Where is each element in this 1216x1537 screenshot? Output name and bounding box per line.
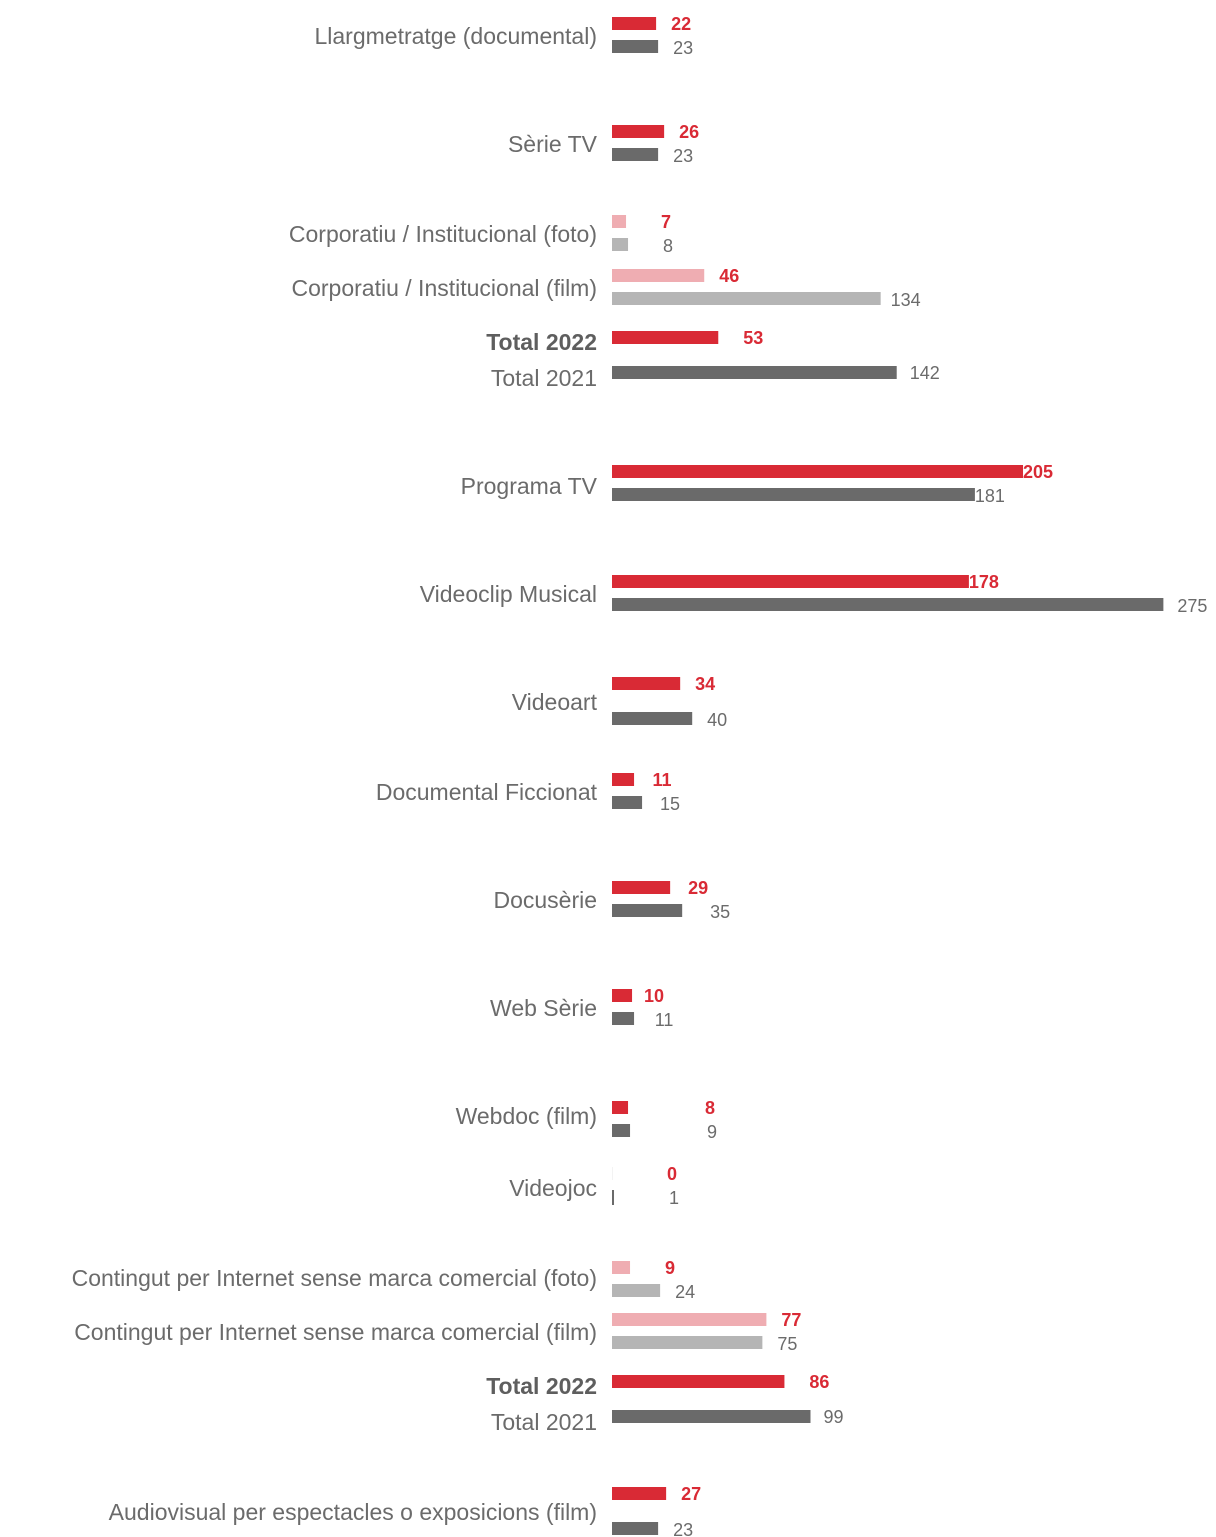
bar-2022-total-2022-16 bbox=[612, 1375, 785, 1388]
value-label-2021-corporatiu-institucional-film-3: 134 bbox=[891, 290, 921, 310]
bar-2021-videoclip-musical-7 bbox=[612, 598, 1164, 611]
value-label-2022-serie-tv-1: 26 bbox=[679, 122, 699, 142]
value-label-2022-corporatiu-institucional-film-3: 46 bbox=[719, 266, 739, 286]
bar-2021-total-2021-17 bbox=[612, 1410, 811, 1423]
value-label-2021-audiovisual-per-espectacles-o-exposicions-film-18: 23 bbox=[673, 1520, 693, 1537]
category-label-total-2021-17: Total 2021 bbox=[491, 1409, 597, 1435]
bar-2022-web-serie-11 bbox=[612, 989, 633, 1002]
category-label-programa-tv-6: Programa TV bbox=[461, 473, 598, 499]
value-label-2021-corporatiu-institucional-foto-2: 8 bbox=[663, 236, 673, 256]
value-label-2022-videojoc-13: 0 bbox=[667, 1164, 677, 1184]
bar-2022-total-2022-4 bbox=[612, 331, 719, 344]
value-label-2021-docuserie-10: 35 bbox=[710, 902, 730, 922]
value-label-2022-total-2022-4: 53 bbox=[743, 328, 763, 348]
value-label-2022-audiovisual-per-espectacles-o-exposicions-film-18: 27 bbox=[681, 1484, 701, 1504]
value-label-2021-total-2021-5: 142 bbox=[910, 363, 940, 383]
value-label-2021-videojoc-13: 1 bbox=[669, 1188, 679, 1208]
bar-2021-audiovisual-per-espectacles-o-exposicions-film-18 bbox=[612, 1522, 659, 1535]
value-label-2021-programa-tv-6: 181 bbox=[975, 486, 1005, 506]
bar-2022-contingut-per-internet-sense-marca-comercial-film-15 bbox=[612, 1313, 767, 1326]
value-label-2021-documental-ficcionat-9: 15 bbox=[660, 794, 680, 814]
value-label-2022-documental-ficcionat-9: 11 bbox=[653, 770, 672, 790]
bar-2021-programa-tv-6 bbox=[612, 488, 975, 501]
value-label-2021-llargmetratge-documental-0: 23 bbox=[673, 38, 693, 58]
category-label-videoart-8: Videoart bbox=[512, 689, 598, 715]
category-label-llargmetratge-documental-0: Llargmetratge (documental) bbox=[314, 23, 597, 49]
category-label-total-2021-5: Total 2021 bbox=[491, 365, 597, 391]
category-label-total-2022-4: Total 2022 bbox=[486, 329, 597, 355]
bar-2021-contingut-per-internet-sense-marca-comercial-foto-14 bbox=[612, 1284, 661, 1297]
bar-2022-corporatiu-institucional-film-3 bbox=[612, 269, 705, 282]
bar-2022-webdoc-film-12 bbox=[612, 1101, 629, 1114]
value-label-2021-videoclip-musical-7: 275 bbox=[1177, 596, 1207, 616]
bar-2021-webdoc-film-12 bbox=[612, 1124, 631, 1137]
value-label-2021-contingut-per-internet-sense-marca-comercial-foto-14: 24 bbox=[675, 1282, 695, 1302]
value-label-2021-videoart-8: 40 bbox=[707, 710, 727, 730]
bar-2022-videoart-8 bbox=[612, 677, 681, 690]
bar-2021-videoart-8 bbox=[612, 712, 693, 725]
value-label-2021-web-serie-11: 11 bbox=[655, 1010, 674, 1030]
value-label-2022-videoart-8: 34 bbox=[695, 674, 715, 694]
bar-2022-programa-tv-6 bbox=[612, 465, 1024, 478]
bar-2022-documental-ficcionat-9 bbox=[612, 773, 635, 786]
category-label-corporatiu-institucional-foto-2: Corporatiu / Institucional (foto) bbox=[289, 221, 597, 247]
value-label-2022-docuserie-10: 29 bbox=[688, 878, 708, 898]
bar-2021-documental-ficcionat-9 bbox=[612, 796, 643, 809]
bar-2022-docuserie-10 bbox=[612, 881, 671, 894]
bar-2022-corporatiu-institucional-foto-2 bbox=[612, 215, 627, 228]
category-label-videojoc-13: Videojoc bbox=[509, 1175, 597, 1201]
value-label-2022-contingut-per-internet-sense-marca-comercial-foto-14: 9 bbox=[665, 1258, 675, 1278]
bar-2021-contingut-per-internet-sense-marca-comercial-film-15 bbox=[612, 1336, 763, 1349]
value-label-2021-webdoc-film-12: 9 bbox=[707, 1122, 717, 1142]
value-label-2022-programa-tv-6: 205 bbox=[1023, 462, 1053, 482]
value-label-2022-llargmetratge-documental-0: 22 bbox=[671, 14, 691, 34]
category-label-webdoc-film-12: Webdoc (film) bbox=[456, 1103, 597, 1129]
value-label-2022-contingut-per-internet-sense-marca-comercial-film-15: 77 bbox=[781, 1310, 801, 1330]
category-label-videoclip-musical-7: Videoclip Musical bbox=[420, 581, 597, 607]
bar-2021-total-2021-5 bbox=[612, 366, 897, 379]
value-label-2022-webdoc-film-12: 8 bbox=[705, 1098, 715, 1118]
value-label-2022-total-2022-16: 86 bbox=[809, 1372, 829, 1392]
bar-2021-corporatiu-institucional-film-3 bbox=[612, 292, 881, 305]
bar-2022-videoclip-musical-7 bbox=[612, 575, 969, 588]
category-label-contingut-per-internet-sense-marca-comercial-foto-14: Contingut per Internet sense marca comer… bbox=[72, 1265, 597, 1291]
bar-2021-web-serie-11 bbox=[612, 1012, 635, 1025]
category-label-total-2022-16: Total 2022 bbox=[486, 1373, 597, 1399]
bar-2022-audiovisual-per-espectacles-o-exposicions-film-18 bbox=[612, 1487, 667, 1500]
category-label-serie-tv-1: Sèrie TV bbox=[508, 131, 598, 157]
category-label-web-serie-11: Web Sèrie bbox=[490, 995, 597, 1021]
bar-2021-serie-tv-1 bbox=[612, 148, 659, 161]
bar-2021-llargmetratge-documental-0 bbox=[612, 40, 659, 53]
value-label-2021-total-2021-17: 99 bbox=[823, 1407, 843, 1427]
value-label-2022-videoclip-musical-7: 178 bbox=[969, 572, 999, 592]
bar-2022-contingut-per-internet-sense-marca-comercial-foto-14 bbox=[612, 1261, 631, 1274]
value-label-2021-serie-tv-1: 23 bbox=[673, 146, 693, 166]
bar-2022-serie-tv-1 bbox=[612, 125, 665, 138]
bar-2021-corporatiu-institucional-foto-2 bbox=[612, 238, 629, 251]
value-label-2022-web-serie-11: 10 bbox=[644, 986, 664, 1006]
bar-2021-videojoc-13 bbox=[612, 1190, 615, 1205]
category-label-documental-ficcionat-9: Documental Ficcionat bbox=[376, 779, 598, 805]
category-label-docuserie-10: Docusèrie bbox=[493, 887, 597, 913]
value-label-2022-corporatiu-institucional-foto-2: 7 bbox=[661, 212, 671, 232]
category-label-corporatiu-institucional-film-3: Corporatiu / Institucional (film) bbox=[292, 275, 598, 301]
value-label-2021-contingut-per-internet-sense-marca-comercial-film-15: 75 bbox=[777, 1334, 797, 1354]
bar-2021-docuserie-10 bbox=[612, 904, 683, 917]
category-label-contingut-per-internet-sense-marca-comercial-film-15: Contingut per Internet sense marca comer… bbox=[74, 1319, 597, 1345]
category-label-audiovisual-per-espectacles-o-exposicions-film-18: Audiovisual per espectacles o exposicion… bbox=[109, 1499, 597, 1525]
bar-2022-videojoc-13 bbox=[612, 1167, 613, 1180]
bar-2022-llargmetratge-documental-0 bbox=[612, 17, 657, 30]
